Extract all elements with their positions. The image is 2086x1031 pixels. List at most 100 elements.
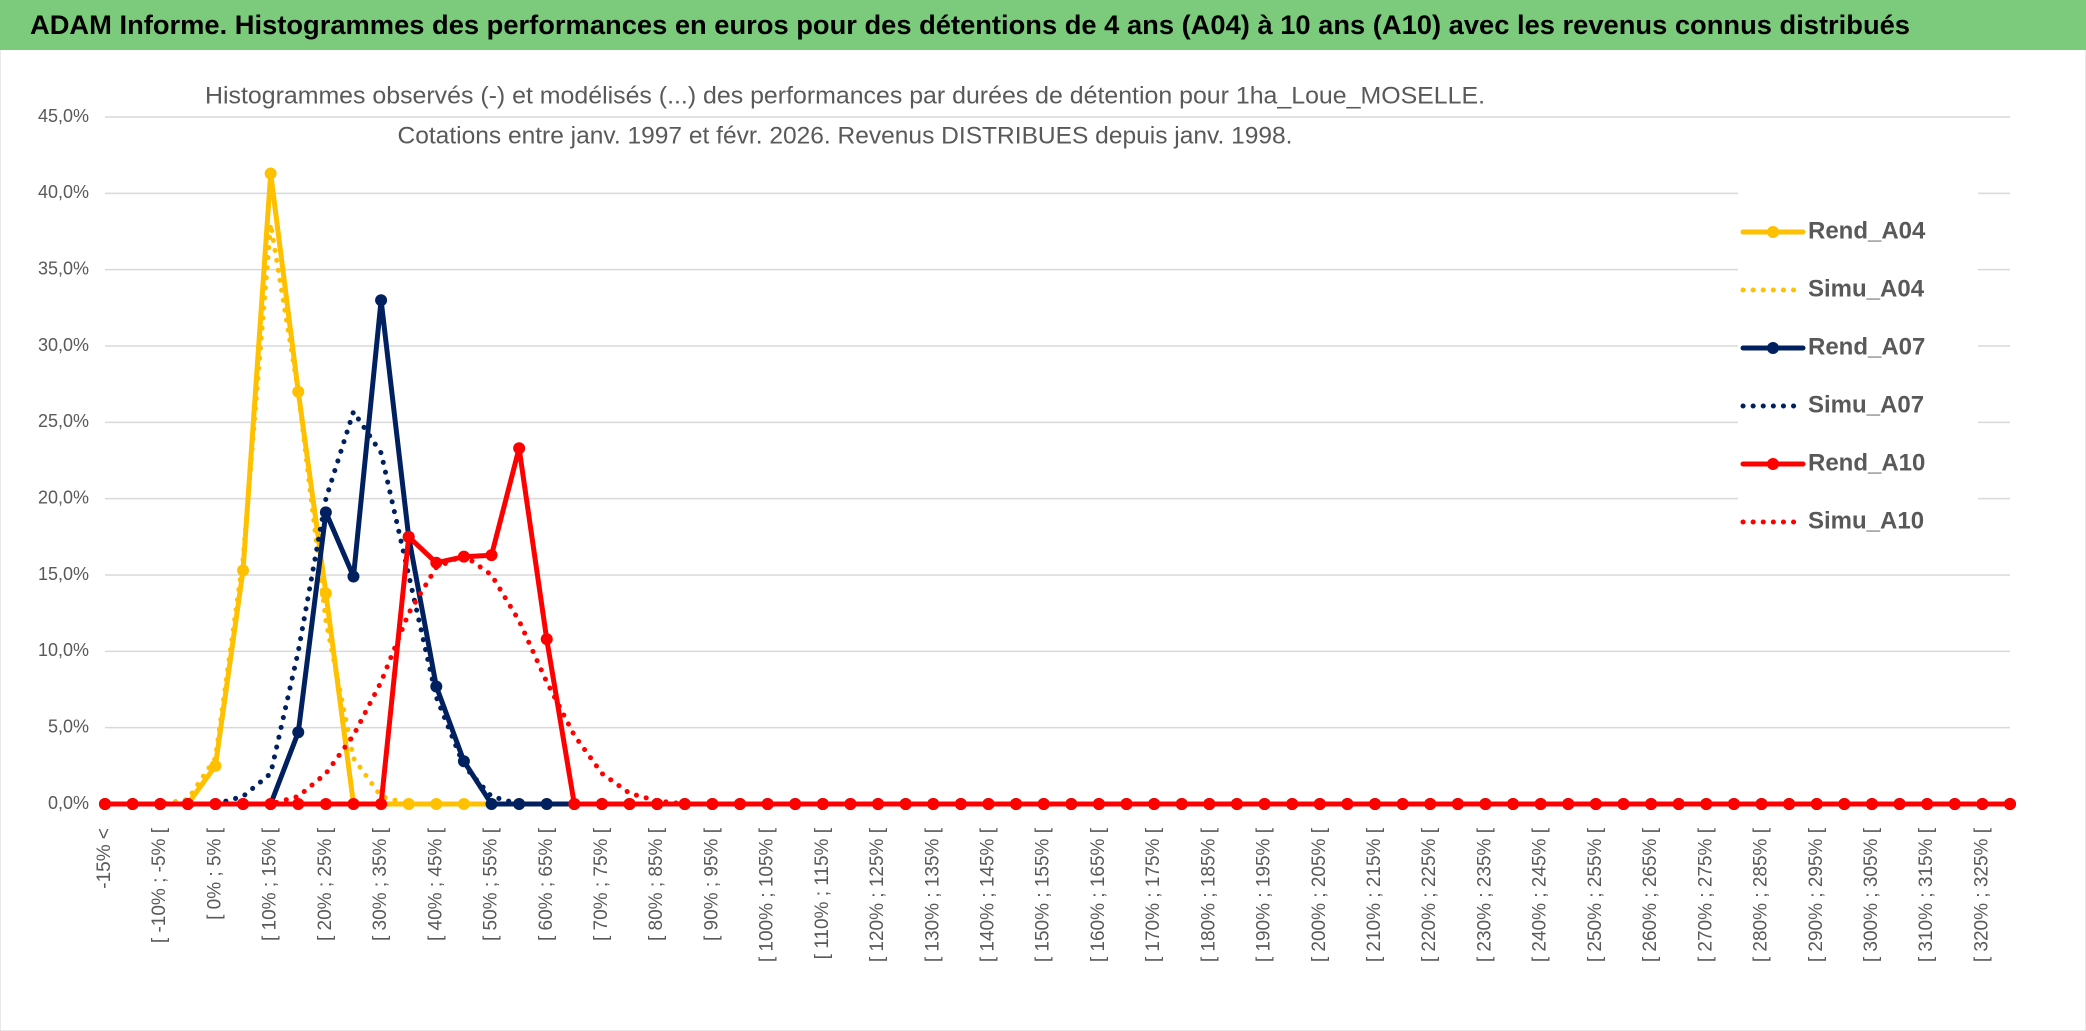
legend-label: Rend_A04 xyxy=(1808,217,1926,244)
legend-label: Rend_A10 xyxy=(1808,449,1925,476)
legend-marker xyxy=(1767,458,1779,470)
point xyxy=(623,798,636,810)
point xyxy=(237,798,250,810)
x-tick-label: [ 110% ; 115% [ xyxy=(812,827,833,959)
x-tick-label: [ 290% ; 295% [ xyxy=(1806,827,1827,962)
point xyxy=(347,570,360,583)
y-tick-label: 45,0% xyxy=(38,106,89,126)
point xyxy=(485,549,498,562)
x-tick-label: [ 10% ; 15% [ xyxy=(260,827,281,941)
y-tick-label: 15,0% xyxy=(38,564,89,584)
x-tick-label: [ 20% ; 25% [ xyxy=(315,827,336,941)
point xyxy=(292,798,305,810)
point xyxy=(1037,798,1050,810)
point xyxy=(1534,798,1547,810)
legend-marker xyxy=(1767,226,1779,238)
subtitle: Cotations entre janv. 1997 et févr. 2026… xyxy=(398,122,1293,149)
point xyxy=(1010,798,1023,810)
y-tick-label: 10,0% xyxy=(38,640,89,660)
point xyxy=(816,798,829,810)
y-tick-label: 30,0% xyxy=(38,335,89,355)
x-tick-label: [ 220% ; 225% [ xyxy=(1419,827,1440,962)
x-tick-label: [ 40% ; 45% [ xyxy=(425,827,446,941)
series-line xyxy=(102,221,2013,807)
series-line xyxy=(102,552,2013,807)
x-tick-label: [ 140% ; 145% [ xyxy=(977,827,998,962)
x-tick-label: [ 320% ; 325% [ xyxy=(1971,827,1992,962)
point xyxy=(1755,798,1768,810)
legend-label: Simu_A04 xyxy=(1808,275,1925,302)
point xyxy=(1976,798,1989,810)
point xyxy=(595,798,608,810)
x-tick-label: [ 250% ; 255% [ xyxy=(1585,827,1606,962)
legend-label: Simu_A07 xyxy=(1808,391,1924,418)
legend-bg xyxy=(1738,176,1978,534)
x-tick-label: [ 0% ; 5% [ xyxy=(204,827,225,920)
subtitle-bg xyxy=(197,79,1493,115)
point xyxy=(375,294,388,307)
point xyxy=(540,633,553,646)
point xyxy=(154,798,167,810)
x-tick-label: [ 170% ; 175% [ xyxy=(1143,827,1164,962)
x-tick-label: [ 180% ; 185% [ xyxy=(1198,827,1219,962)
point xyxy=(209,759,222,772)
y-tick-label: 0,0% xyxy=(48,793,89,813)
point xyxy=(430,556,443,569)
point xyxy=(734,798,746,810)
x-tick-label: [ 230% ; 235% [ xyxy=(1474,827,1495,962)
point xyxy=(292,726,305,739)
x-tick-label: [ 90% ; 95% [ xyxy=(701,827,722,941)
x-tick-label: [ -10% ; -5% [ xyxy=(149,827,170,943)
point xyxy=(1258,798,1271,810)
point xyxy=(485,798,498,810)
title: ADAM Informe. Histogrammes des performan… xyxy=(30,10,1910,40)
x-tick-label: [ 30% ; 35% [ xyxy=(370,827,391,941)
point xyxy=(319,798,332,810)
point xyxy=(264,167,277,180)
x-tick-label: [ 60% ; 65% [ xyxy=(536,827,557,941)
point xyxy=(927,798,940,810)
point xyxy=(1341,798,1354,810)
x-tick-label: [ 200% ; 205% [ xyxy=(1309,827,1330,962)
point xyxy=(844,798,857,810)
x-tick-label: [ 300% ; 305% [ xyxy=(1861,827,1882,962)
point xyxy=(1230,798,1243,810)
point xyxy=(1865,798,1878,810)
y-tick-label: 35,0% xyxy=(38,258,89,278)
point xyxy=(347,798,360,810)
point xyxy=(1424,798,1437,810)
x-tick-label: -15% < xyxy=(94,828,115,889)
point xyxy=(1148,798,1161,810)
point xyxy=(568,798,581,810)
x-tick-label: [ 280% ; 285% [ xyxy=(1751,827,1772,962)
x-tick-label: [ 310% ; 315% [ xyxy=(1916,827,1937,962)
point xyxy=(1948,798,1961,810)
point xyxy=(264,798,277,810)
x-tick-label: [ 210% ; 215% [ xyxy=(1364,827,1385,962)
point xyxy=(126,798,139,810)
point xyxy=(1562,798,1575,810)
point xyxy=(402,530,415,543)
title-bar xyxy=(0,0,2086,50)
x-tick-label: [ 150% ; 155% [ xyxy=(1033,827,1054,962)
x-tick-label: [ 70% ; 75% [ xyxy=(591,827,612,941)
y-tick-label: 40,0% xyxy=(38,182,89,202)
x-tick-label: [ 130% ; 135% [ xyxy=(922,827,943,962)
point xyxy=(706,798,719,810)
y-tick-label: 20,0% xyxy=(38,487,89,507)
x-tick-label: [ 240% ; 245% [ xyxy=(1530,827,1551,962)
x-tick-label: [ 160% ; 165% [ xyxy=(1088,827,1109,962)
x-tick-label: [ 260% ; 265% [ xyxy=(1640,827,1661,962)
x-tick-label: [ 120% ; 125% [ xyxy=(867,827,888,962)
point xyxy=(375,798,388,810)
point xyxy=(513,442,526,455)
legend-marker xyxy=(1767,342,1779,354)
point xyxy=(1120,798,1133,810)
x-tick-label: [ 190% ; 195% [ xyxy=(1254,827,1275,962)
legend-label: Rend_A07 xyxy=(1808,333,1925,360)
y-tick-label: 5,0% xyxy=(48,716,89,736)
point xyxy=(1838,798,1851,810)
subtitle: Histogrammes observés (-) et modélisés (… xyxy=(205,82,1485,109)
x-tick-label: [ 80% ; 85% [ xyxy=(646,827,667,941)
